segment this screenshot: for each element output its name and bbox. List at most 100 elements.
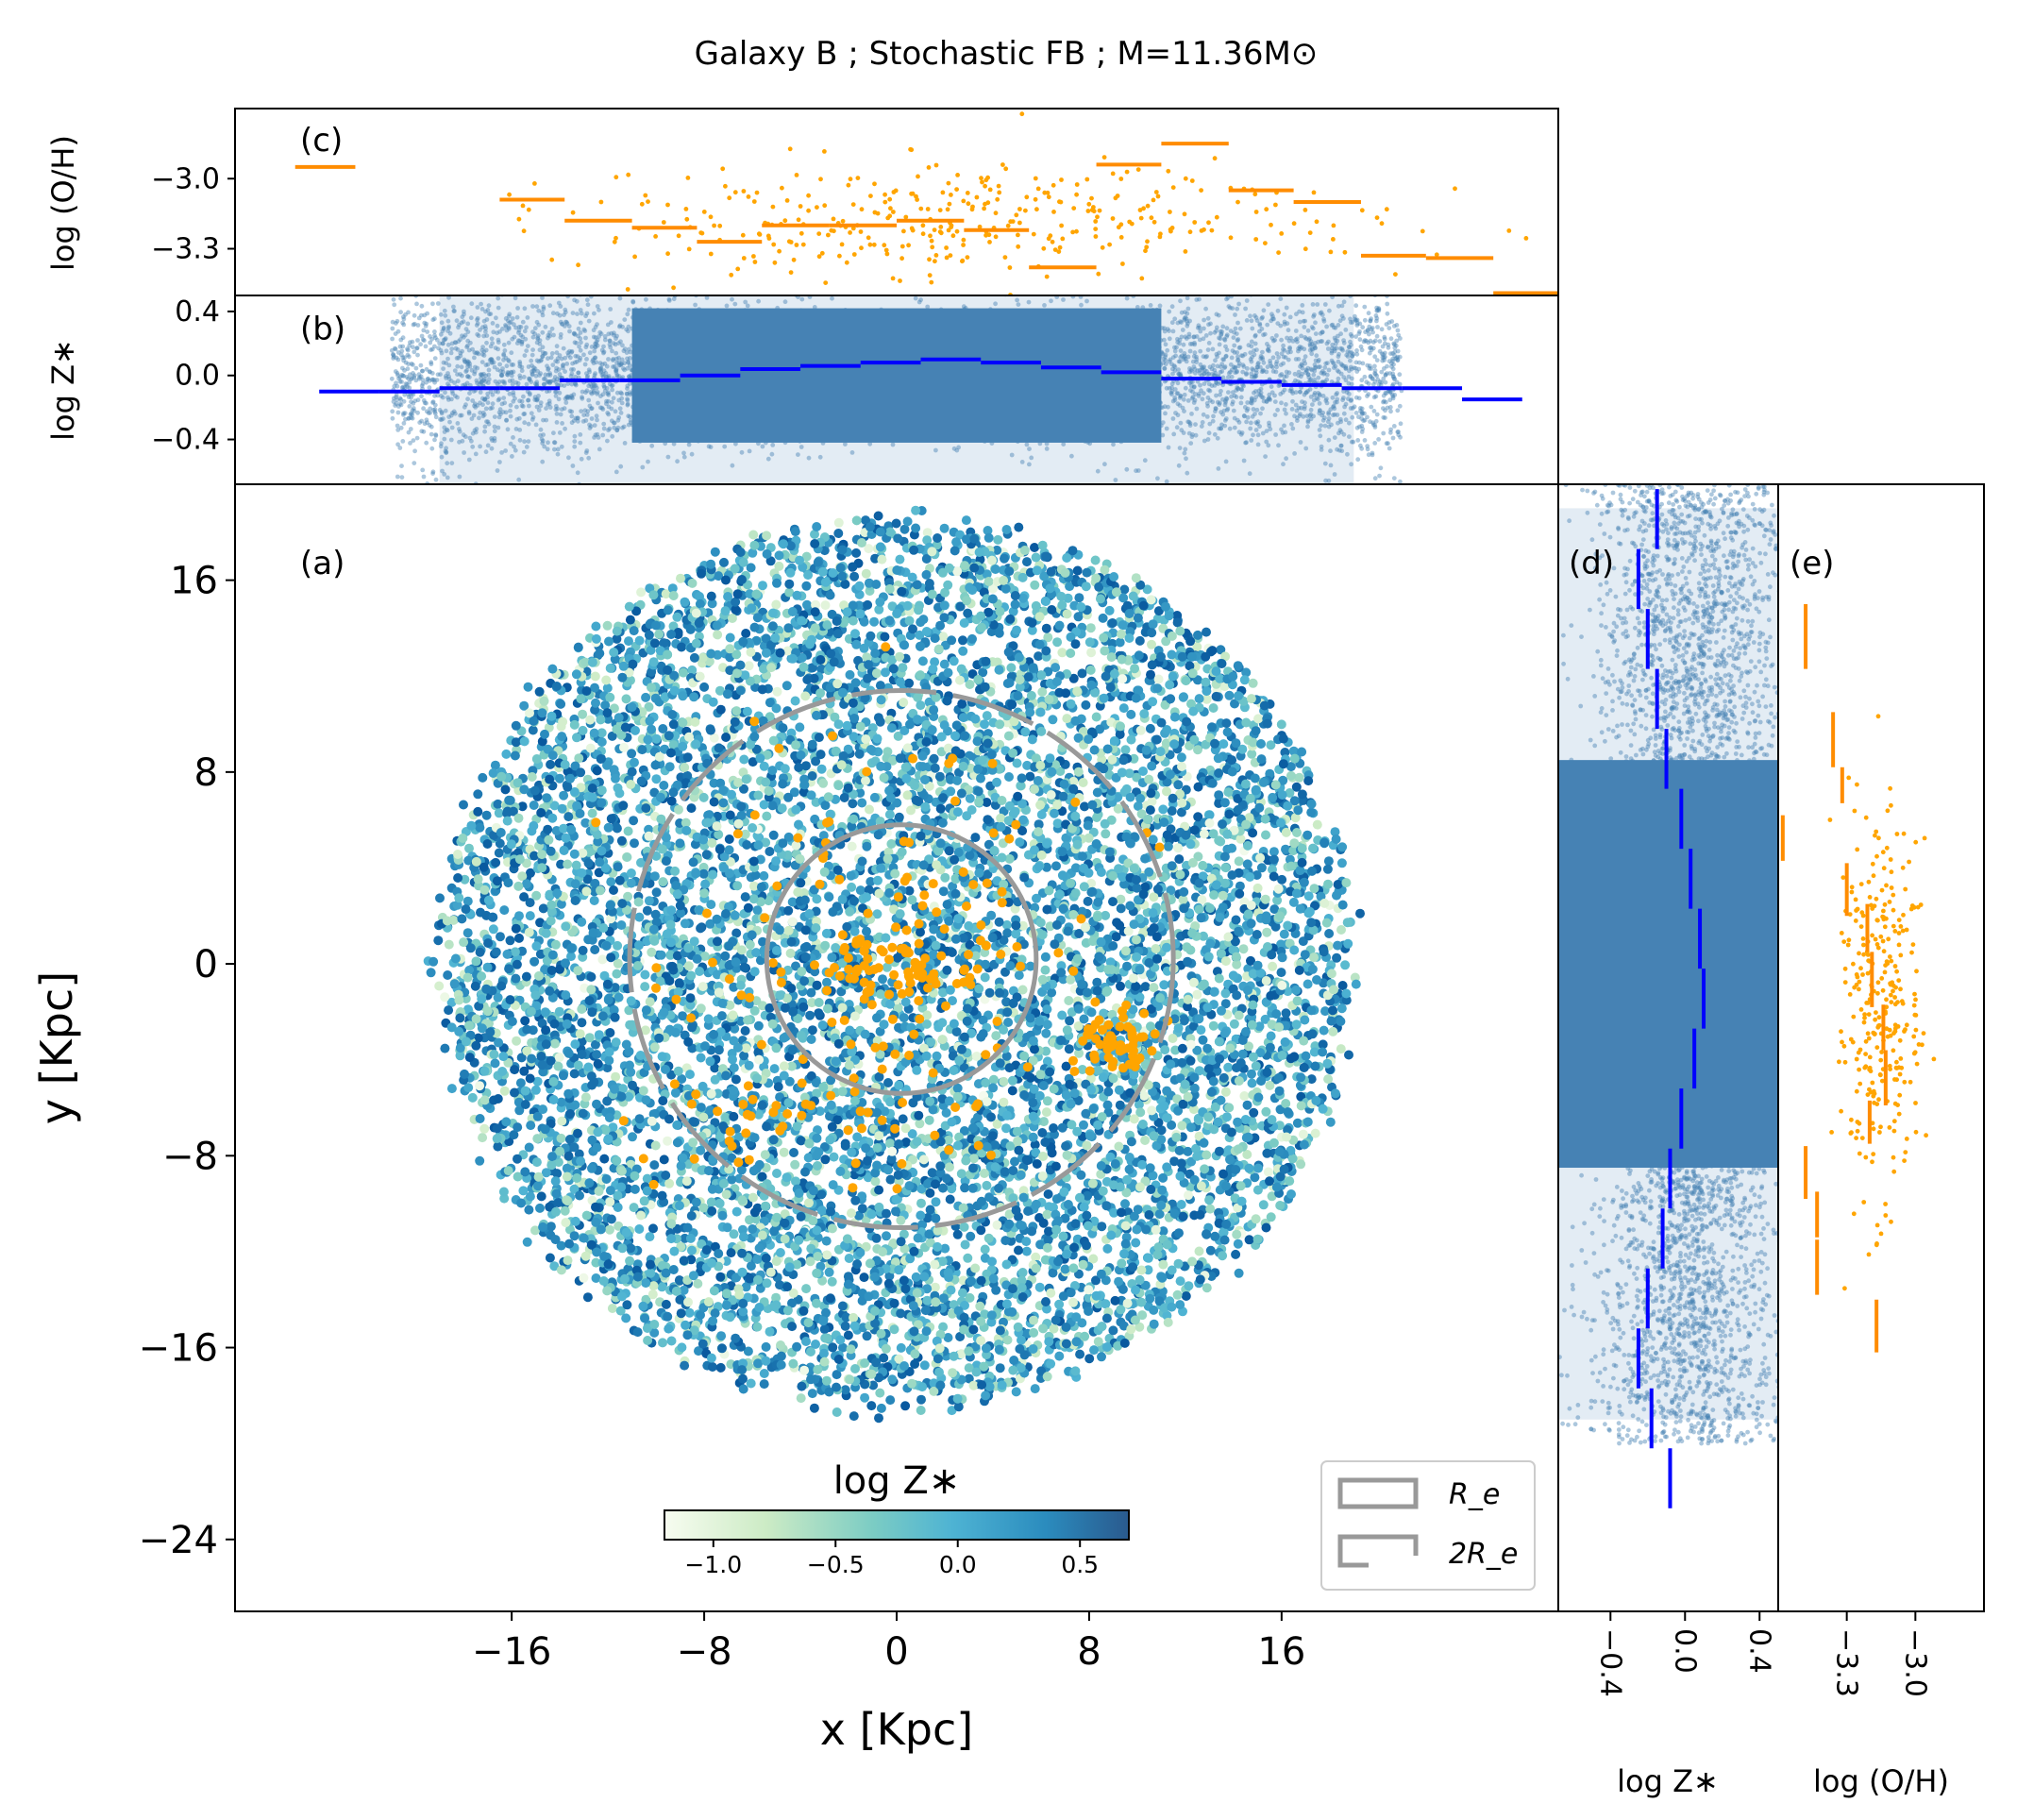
panel-b-point <box>1386 345 1391 350</box>
panel-c-point <box>784 198 790 203</box>
panel-b-point <box>626 329 630 334</box>
panel-b-point <box>491 329 496 335</box>
panel-b-point <box>1347 350 1353 355</box>
panel-b-point <box>484 419 489 424</box>
panel-b-point <box>1185 398 1191 403</box>
panel-b-point <box>1193 392 1198 396</box>
panel-b-point <box>1238 400 1244 406</box>
panel-b-point <box>445 461 450 466</box>
panel-b-point <box>1253 395 1259 400</box>
panel-b-point <box>1219 422 1224 428</box>
panel-b-point <box>397 379 403 384</box>
panel-b-point <box>1382 336 1387 342</box>
panel-c-point <box>1303 208 1308 212</box>
panel-b-point <box>1299 374 1303 379</box>
panel-c-point <box>626 172 631 177</box>
panel-b-point <box>1228 362 1234 367</box>
panel-b-point <box>583 313 588 319</box>
panel-c-point <box>1093 227 1099 232</box>
panel-b-point <box>594 385 599 391</box>
panel-b-point <box>618 463 624 469</box>
panel-b-point <box>1356 396 1362 401</box>
panel-c-point <box>1168 228 1173 234</box>
panel-b-point <box>435 372 441 378</box>
panel-b-point <box>573 415 579 421</box>
panel-b-point <box>1290 391 1296 396</box>
panel-b-point <box>625 402 630 408</box>
panel-b-point <box>596 400 600 406</box>
panel-b-point <box>1251 432 1255 438</box>
panel-b-point <box>1351 406 1355 411</box>
panel-b-point <box>466 347 472 353</box>
panel-b-point <box>1307 347 1313 353</box>
panel-b-point <box>620 324 625 329</box>
panel-c-point <box>1044 274 1050 279</box>
panel-b-point <box>1167 309 1172 314</box>
panel-b-point <box>1365 444 1370 448</box>
panel-b-point <box>1189 412 1194 416</box>
panel-b-point <box>483 329 488 334</box>
panel-b-point <box>589 406 594 412</box>
panel-b-point <box>548 355 554 361</box>
panel-b-point <box>1304 390 1309 395</box>
panel-b-point <box>1390 356 1395 362</box>
panel-b-point <box>1360 325 1366 330</box>
panel-b-point <box>1394 379 1400 385</box>
panel-b-point <box>479 307 485 312</box>
panel-c-point <box>1235 199 1240 205</box>
panel-b-point <box>1360 361 1366 366</box>
panel-b-point <box>529 417 535 422</box>
panel-b-point <box>408 372 412 378</box>
panel-b-point <box>1388 409 1393 414</box>
panel-b-point <box>500 366 505 371</box>
panel-b-point <box>1182 409 1186 413</box>
panel-b-point <box>681 454 687 460</box>
panel-b-point <box>1217 402 1222 407</box>
panel-b-point <box>1217 400 1222 406</box>
panel-b-point <box>543 273 547 278</box>
panel-b-point <box>681 450 686 456</box>
panel-b-point <box>551 378 557 383</box>
panel-b-point <box>567 329 572 334</box>
panel-b-point <box>407 343 412 348</box>
panel-b-point <box>689 451 695 457</box>
panel-b-point <box>1248 420 1253 426</box>
panel-b-point <box>1341 431 1347 437</box>
panel-b-point <box>433 414 439 420</box>
panel-b-point <box>397 344 403 349</box>
panel-b-point <box>424 321 429 327</box>
panel-b-point <box>1177 359 1183 364</box>
panel-b-point <box>486 380 491 385</box>
panel-b-point <box>401 374 407 379</box>
panel-b-point <box>1328 448 1333 454</box>
panel-b-point <box>510 336 515 342</box>
panel-b-point <box>1281 354 1286 360</box>
panel-c-point <box>993 211 999 216</box>
panel-c-point <box>1158 231 1163 237</box>
panel-b-point <box>1386 441 1390 447</box>
panel-b-point <box>409 411 413 416</box>
panel-b-point <box>490 392 496 397</box>
y-tick-label: −3.3 <box>151 233 220 266</box>
panel-b-point <box>1349 439 1354 445</box>
panel-b-point <box>1172 345 1177 350</box>
panel-b-point <box>619 362 625 366</box>
panel-c-point <box>1017 220 1022 226</box>
panel-b-point <box>1326 424 1332 430</box>
panel-b-point <box>1165 327 1170 331</box>
panel-b-point <box>1373 313 1379 318</box>
panel-b-point <box>1267 420 1271 426</box>
panel-b-point <box>1185 419 1191 425</box>
panel-c-point <box>794 243 799 247</box>
panel-b-point <box>458 372 462 377</box>
panel-b-point <box>1322 302 1328 307</box>
panel-c-point <box>1046 194 1051 200</box>
panel-b-point <box>521 412 527 417</box>
panel-b-point <box>1163 354 1168 360</box>
panel-b-point <box>1268 397 1272 402</box>
panel-b-point <box>477 415 481 421</box>
panel-b-point <box>431 378 437 382</box>
panel-c-point <box>898 278 902 283</box>
panel-b-point <box>407 385 412 391</box>
panel-b-point <box>411 371 415 376</box>
